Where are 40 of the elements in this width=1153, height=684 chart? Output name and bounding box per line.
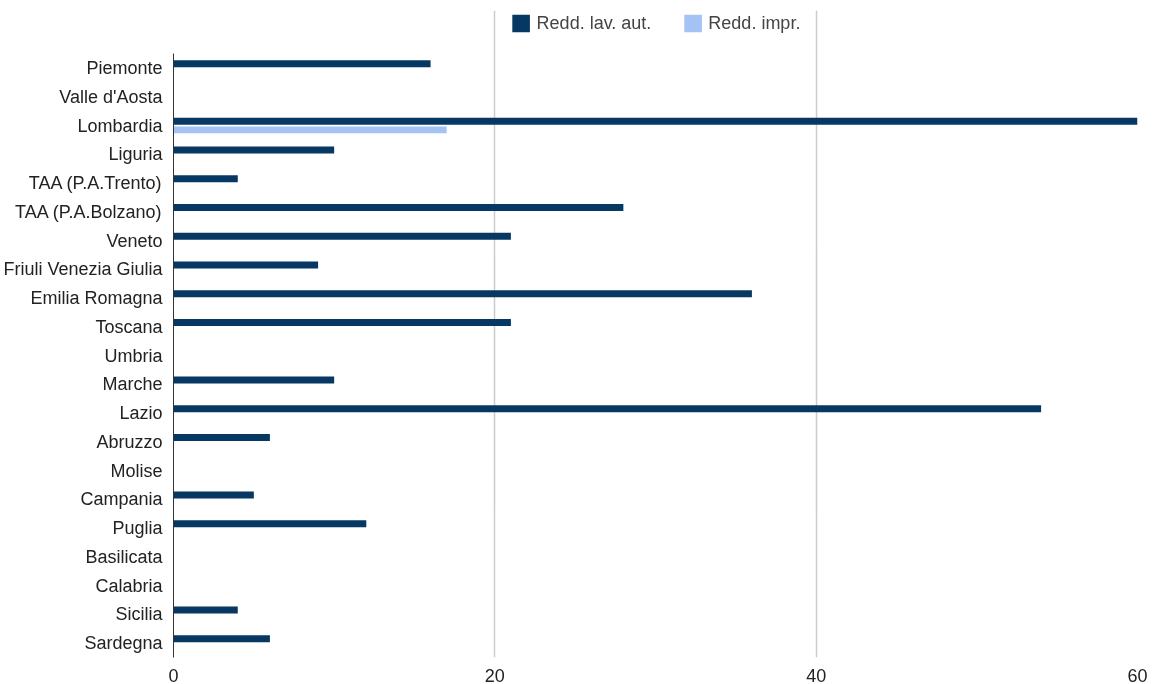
bar [173, 126, 447, 134]
bar [173, 290, 752, 298]
bar [173, 232, 511, 240]
y-tick-label: Veneto [106, 230, 163, 251]
y-tick-label: Campania [80, 489, 164, 510]
y-tick-label: Sicilia [115, 604, 164, 625]
bar [173, 434, 270, 441]
bar [173, 319, 511, 326]
y-tick-label: TAA (P.A.Bolzano) [15, 201, 162, 222]
bar [173, 175, 238, 183]
y-tick-label: TAA (P.A.Trento) [28, 173, 162, 194]
x-tick-label: 20 [484, 665, 505, 684]
y-tick-label: Puglia [112, 518, 164, 539]
bar [173, 405, 1042, 413]
legend-label: Redd. lav. aut. [536, 12, 652, 34]
y-tick-label: Sardegna [84, 633, 164, 654]
y-tick-label: Lombardia [77, 115, 164, 136]
y-tick-label: Marche [102, 374, 163, 395]
legend-label: Redd. impr. [708, 12, 801, 34]
y-tick-label: Piemonte [86, 58, 163, 79]
y-tick-label: Emilia Romagna [30, 288, 164, 309]
y-tick-label: Toscana [95, 316, 164, 337]
bar [173, 60, 431, 68]
y-tick-label: Liguria [108, 144, 164, 165]
x-tick-label: 0 [168, 665, 179, 684]
x-tick-label: 40 [806, 665, 827, 684]
bar [173, 117, 1138, 125]
y-tick-label: Molise [110, 460, 163, 481]
y-tick-label: Basilicata [85, 546, 164, 567]
y-tick-label: Valle d'Aosta [59, 86, 164, 107]
y-tick-label: Friuli Venezia Giulia [3, 259, 164, 280]
y-tick-label: Calabria [95, 575, 164, 596]
y-tick-label: Lazio [119, 403, 163, 424]
bar [173, 204, 624, 211]
y-tick-label: Abruzzo [96, 431, 163, 452]
bar [173, 635, 270, 643]
y-tick-label: Umbria [104, 345, 164, 366]
x-tick-label: 60 [1127, 665, 1148, 684]
bar [173, 520, 367, 528]
bar [173, 606, 238, 614]
